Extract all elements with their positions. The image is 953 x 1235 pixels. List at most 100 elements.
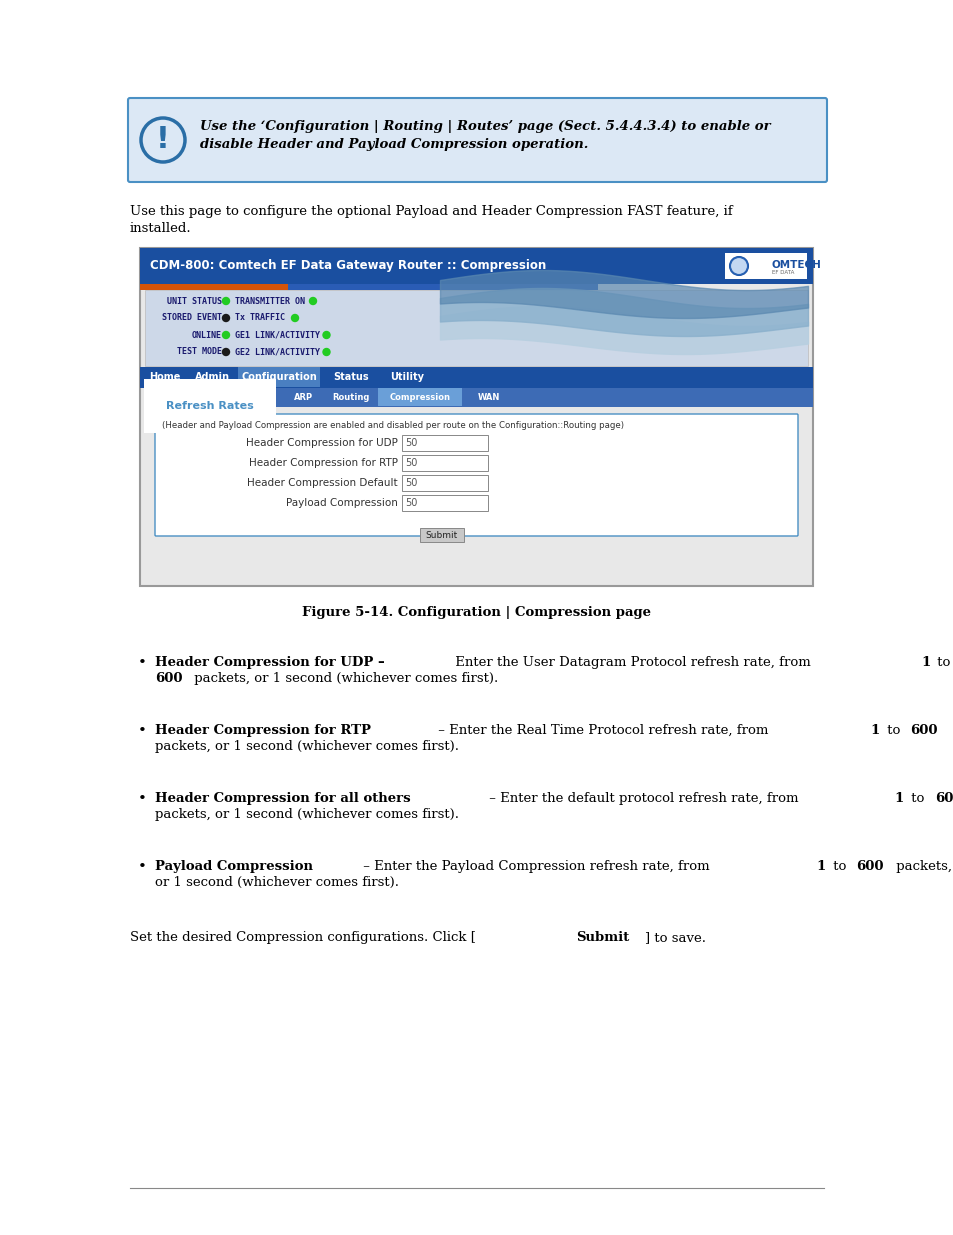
Bar — [401, 435, 488, 451]
Text: Header Compression for UDP –: Header Compression for UDP – — [154, 656, 384, 669]
Bar — [140, 248, 812, 284]
Text: Header Compression for RTP: Header Compression for RTP — [154, 724, 371, 737]
Bar — [188, 367, 235, 387]
Text: Home: Home — [149, 372, 180, 382]
Bar — [724, 253, 806, 279]
Circle shape — [323, 348, 330, 356]
Text: (Header and Payload Compression are enabled and disabled per route on the Config: (Header and Payload Compression are enab… — [162, 421, 623, 430]
Bar — [377, 388, 461, 406]
Text: Use the ‘Configuration | Routing | Routes’ page (Sect. 5.4.4.3.4) to enable or: Use the ‘Configuration | Routing | Route… — [200, 120, 770, 133]
Text: •: • — [137, 724, 146, 739]
Text: WAN: WAN — [477, 393, 499, 401]
Circle shape — [222, 298, 230, 305]
Circle shape — [222, 348, 230, 356]
Text: ONLINE: ONLINE — [192, 331, 222, 340]
Text: – Enter the Real Time Protocol refresh rate, from: – Enter the Real Time Protocol refresh r… — [434, 724, 772, 737]
Text: Figure 5-14. Configuration | Compression page: Figure 5-14. Configuration | Compression… — [302, 606, 651, 619]
Text: Header Compression Default: Header Compression Default — [247, 478, 397, 488]
Text: packets, or 1 second (whichever comes first).: packets, or 1 second (whichever comes fi… — [154, 740, 458, 753]
Text: to: to — [828, 860, 849, 873]
Text: •: • — [137, 656, 146, 671]
Text: Mod: Mod — [254, 393, 274, 401]
Text: – Enter the Payload Compression refresh rate, from: – Enter the Payload Compression refresh … — [358, 860, 713, 873]
Bar — [143, 367, 186, 387]
Text: Payload Compression: Payload Compression — [286, 498, 397, 508]
Text: Enter the User Datagram Protocol refresh rate, from: Enter the User Datagram Protocol refresh… — [451, 656, 815, 669]
Text: – Enter the default protocol refresh rate, from: – Enter the default protocol refresh rat… — [484, 792, 801, 805]
Text: disable Header and Payload Compression operation.: disable Header and Payload Compression o… — [200, 138, 588, 151]
Circle shape — [141, 119, 185, 162]
Text: !: ! — [156, 126, 170, 154]
Text: Submit: Submit — [425, 531, 457, 540]
Text: Status: Status — [333, 372, 369, 382]
Bar — [237, 367, 319, 387]
Bar — [140, 284, 288, 290]
Text: 1: 1 — [870, 724, 879, 737]
Text: to: to — [882, 724, 903, 737]
Text: Submit: Submit — [576, 931, 629, 944]
Text: Refresh Rates: Refresh Rates — [166, 401, 253, 411]
Text: •: • — [137, 792, 146, 806]
Text: CDM-800: Comtech EF Data Gateway Router :: Compression: CDM-800: Comtech EF Data Gateway Router … — [150, 259, 546, 273]
Text: 600: 600 — [856, 860, 883, 873]
Circle shape — [309, 298, 316, 305]
Bar — [381, 367, 432, 387]
Text: Admin: Admin — [194, 372, 230, 382]
Text: Use this page to configure the optional Payload and Header Compression FAST feat: Use this page to configure the optional … — [130, 205, 732, 219]
Bar — [248, 388, 281, 406]
Bar — [470, 388, 507, 406]
Bar — [324, 367, 377, 387]
Text: Header Compression for UDP: Header Compression for UDP — [246, 438, 397, 448]
Bar — [145, 290, 807, 366]
Text: Header Compression for all others: Header Compression for all others — [154, 792, 410, 805]
Bar — [203, 388, 245, 406]
Text: TEST MODE: TEST MODE — [177, 347, 222, 357]
Text: packets,: packets, — [891, 860, 951, 873]
Text: 50: 50 — [405, 458, 416, 468]
Text: 50: 50 — [405, 478, 416, 488]
Text: Tx TRAFFIC: Tx TRAFFIC — [234, 314, 285, 322]
FancyBboxPatch shape — [154, 414, 797, 536]
Text: Header Compression for RTP: Header Compression for RTP — [249, 458, 397, 468]
Text: 600: 600 — [909, 724, 937, 737]
Text: installed.: installed. — [130, 222, 192, 235]
Text: packets, or 1 second (whichever comes first).: packets, or 1 second (whichever comes fi… — [154, 808, 458, 821]
Bar — [284, 388, 324, 406]
Text: UNIT STATUS: UNIT STATUS — [167, 296, 222, 305]
Bar — [288, 284, 597, 290]
Circle shape — [729, 257, 747, 275]
Bar — [200, 388, 812, 408]
Text: Routing: Routing — [332, 393, 370, 401]
Text: ] to save.: ] to save. — [644, 931, 705, 944]
Bar — [401, 475, 488, 492]
Text: Payload Compression: Payload Compression — [154, 860, 313, 873]
Bar — [401, 495, 488, 511]
Bar — [327, 388, 375, 406]
Text: to: to — [932, 656, 949, 669]
Text: 600: 600 — [154, 672, 182, 685]
Text: Configuration: Configuration — [241, 372, 316, 382]
Text: 50: 50 — [405, 498, 416, 508]
Text: Set the desired Compression configurations. Click [: Set the desired Compression configuratio… — [130, 931, 476, 944]
FancyBboxPatch shape — [128, 98, 826, 182]
Text: GE1 LINK/ACTIVITY: GE1 LINK/ACTIVITY — [234, 331, 319, 340]
Text: TRANSMITTER ON: TRANSMITTER ON — [234, 296, 305, 305]
Circle shape — [292, 315, 298, 321]
Circle shape — [222, 315, 230, 321]
Bar — [140, 367, 812, 388]
Text: 1: 1 — [921, 656, 929, 669]
Bar — [419, 529, 463, 542]
Bar — [140, 248, 812, 585]
Text: packets, or 1 second (whichever comes first).: packets, or 1 second (whichever comes fi… — [191, 672, 498, 685]
Text: 1: 1 — [816, 860, 825, 873]
Text: 600: 600 — [934, 792, 953, 805]
Text: 50: 50 — [405, 438, 416, 448]
Circle shape — [222, 331, 230, 338]
Text: Utility: Utility — [390, 372, 423, 382]
Text: OMTECH: OMTECH — [771, 259, 821, 269]
Circle shape — [323, 331, 330, 338]
Bar — [401, 454, 488, 471]
Text: GE2 LINK/ACTIVITY: GE2 LINK/ACTIVITY — [234, 347, 319, 357]
Text: or 1 second (whichever comes first).: or 1 second (whichever comes first). — [154, 876, 398, 889]
Text: EF DATA: EF DATA — [771, 270, 794, 275]
